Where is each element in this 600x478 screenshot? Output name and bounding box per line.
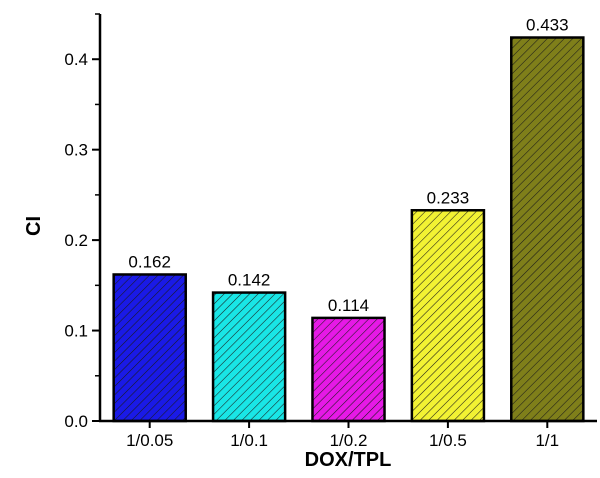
x-axis-title: DOX/TPL: [305, 449, 392, 471]
data-label: 0.114: [328, 296, 369, 315]
labels-layer: 0.162 1/0.05 0.142 1/0.1 0.114 1/0.2 0.233 1/0.…: [64, 16, 568, 450]
data-label: 0.233: [427, 188, 470, 207]
bar-1/0.5: [410, 209, 486, 423]
x-tick-label: 1/0.2: [330, 431, 368, 450]
data-label: 0.162: [128, 252, 171, 271]
y-axis-title: CI: [23, 216, 45, 236]
y-tick-label: 0.0: [64, 412, 88, 431]
bars-layer: [112, 36, 585, 423]
axes-layer: [92, 13, 597, 428]
y-tick-label: 0.3: [64, 141, 88, 160]
x-tick-label: 1/0.5: [429, 431, 467, 450]
x-tick-label: 1/0.05: [126, 431, 173, 450]
data-label: 0.142: [228, 271, 271, 290]
y-tick-label: 0.1: [64, 322, 88, 341]
bar-1/0.05: [112, 273, 187, 423]
bar-1/1: [510, 36, 585, 423]
y-tick-label: 0.4: [64, 50, 88, 69]
bar-1/0.2: [311, 316, 386, 423]
x-tick-label: 1/0.1: [230, 431, 268, 450]
y-tick-label: 0.2: [64, 231, 88, 250]
data-label: 0.433: [526, 16, 569, 35]
x-tick-label: 1/1: [535, 431, 559, 450]
bar-1/0.1: [211, 291, 287, 423]
